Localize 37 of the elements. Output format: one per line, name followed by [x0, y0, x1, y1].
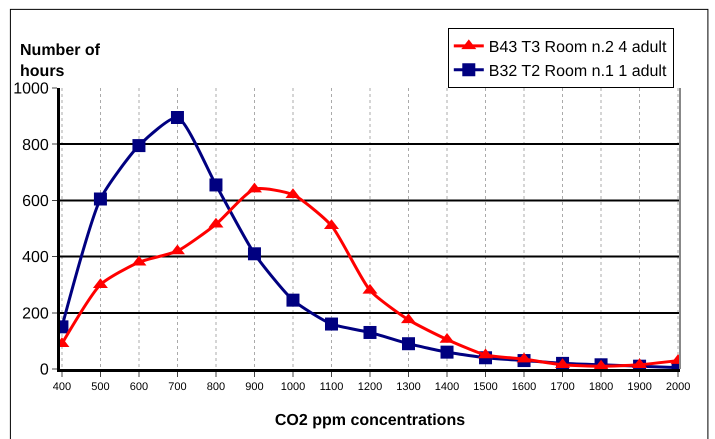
point	[364, 326, 376, 339]
x-tick-label: 1300	[396, 381, 421, 394]
point	[209, 178, 222, 192]
y-tick-label: 800	[22, 136, 49, 154]
x-tick-label: 1100	[320, 381, 344, 394]
legend-label: B43 T3 Room n.2 4 adult	[488, 39, 667, 56]
x-tick-label: 900	[245, 381, 264, 394]
x-tick-label: 1600	[512, 381, 536, 394]
y-tick-label: 600	[22, 193, 49, 210]
point	[402, 337, 416, 350]
x-tick-label: 1900	[627, 381, 652, 394]
x-tick-label: 800	[206, 381, 226, 394]
legend-label: B32 T2 Room n.1 1 adult	[488, 62, 667, 80]
x-tick-label: 400	[52, 381, 72, 394]
x-tick-label: 600	[130, 381, 148, 394]
x-tick-label: 1800	[588, 381, 614, 394]
y-tick-label: 200	[22, 305, 49, 322]
y-tick-label: 1000	[13, 80, 49, 98]
point	[324, 318, 338, 331]
point	[132, 139, 146, 152]
x-tick-label: 2000	[666, 381, 690, 394]
x-tick-label: 1000	[280, 381, 306, 394]
point	[94, 192, 107, 206]
x-tick-label: 1700	[550, 381, 575, 394]
x-tick-label: 700	[168, 381, 187, 394]
point	[248, 247, 261, 260]
x-axis-title: CO2 ppm concentrations	[274, 412, 466, 429]
point	[440, 346, 454, 359]
y-tick-label: 400	[22, 249, 49, 266]
x-tick-label: 500	[91, 381, 110, 394]
y-tick-label: 0	[40, 362, 49, 379]
point	[286, 294, 300, 307]
x-tick-label: 1500	[473, 381, 498, 394]
point	[170, 111, 184, 124]
x-tick-label: 1200	[358, 381, 382, 394]
x-tick-label: 1400	[434, 381, 460, 394]
y-axis-title: Number of hours	[20, 42, 101, 80]
